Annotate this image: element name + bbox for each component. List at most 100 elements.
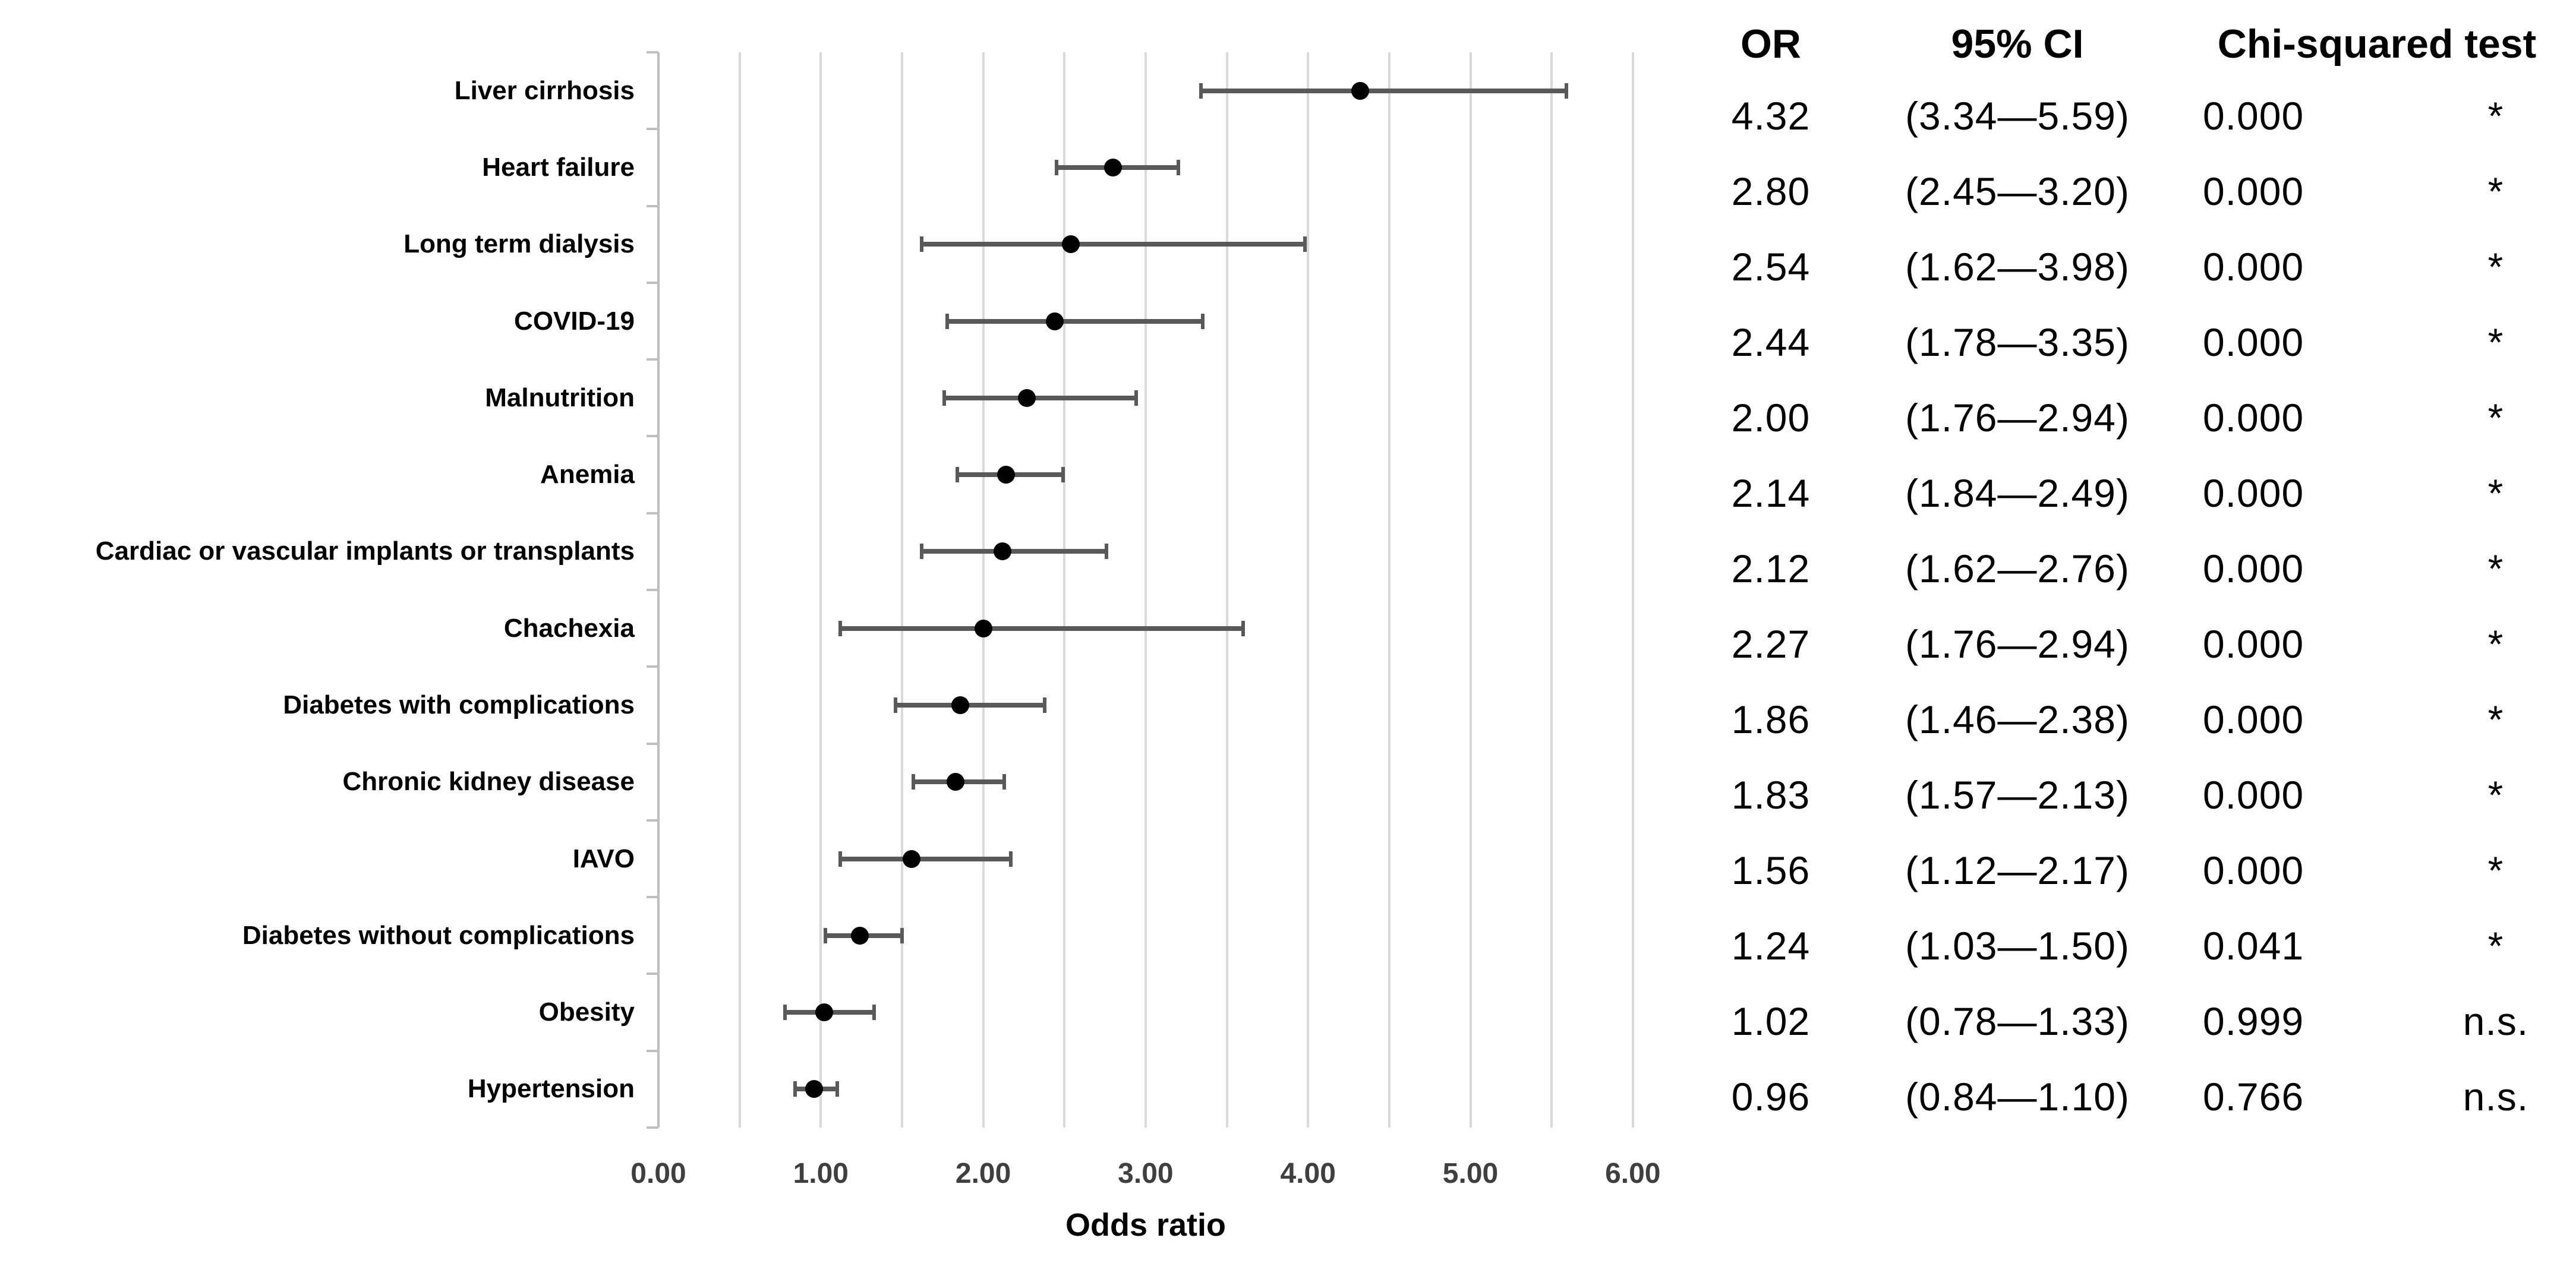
error-bar-cap-right	[1134, 390, 1138, 406]
error-bar	[947, 318, 1203, 324]
error-bar-cap-left	[824, 927, 828, 943]
table-ci-value: (1.03—1.50)	[1905, 924, 2130, 968]
col-header-or: OR	[1741, 21, 1801, 67]
table-chi-value: 0.000	[2203, 622, 2304, 666]
or-marker	[1104, 158, 1123, 176]
error-bar-cap-right	[1200, 313, 1205, 329]
error-bar-cap-right	[1043, 697, 1047, 713]
table-ci-value: (0.84—1.10)	[1905, 1075, 2130, 1119]
table-or-value: 2.44	[1731, 320, 1811, 364]
gridline	[1063, 52, 1066, 1128]
table-ci-value: (1.46—2.38)	[1905, 697, 2130, 741]
table-or-value: 1.86	[1731, 697, 1811, 741]
y-axis-tick	[647, 281, 658, 284]
or-marker	[994, 542, 1012, 561]
gridline	[1631, 52, 1634, 1128]
error-bar-cap-left	[955, 467, 959, 483]
table-sig-value: n.s.	[2463, 1075, 2529, 1119]
category-label: Obesity	[538, 997, 635, 1027]
table-or-value: 2.80	[1731, 169, 1811, 213]
table-chi-value: 0.000	[2203, 848, 2304, 892]
x-tick-label: 4.00	[1280, 1158, 1336, 1189]
error-bar-cap-left	[783, 1005, 787, 1021]
y-axis-tick	[647, 973, 658, 975]
table-sig-value: *	[2487, 848, 2504, 892]
y-axis-tick	[647, 896, 658, 899]
error-bar-cap-right	[1009, 851, 1013, 867]
table-ci-value: (1.57—2.13)	[1905, 773, 2130, 817]
y-axis-tick	[647, 665, 658, 668]
category-label: Chronic kidney disease	[342, 767, 635, 797]
error-bar	[840, 856, 1011, 861]
table-ci-value: (1.62—3.98)	[1905, 245, 2130, 289]
y-axis-tick	[647, 51, 658, 53]
error-bar-cap-right	[1061, 467, 1065, 483]
gridline	[1307, 52, 1310, 1128]
error-bar-cap-left	[919, 236, 923, 252]
table-chi-value: 0.000	[2203, 773, 2304, 817]
error-bar-cap-left	[912, 774, 916, 790]
category-label: Anemia	[540, 460, 635, 490]
table-ci-value: (1.84—2.49)	[1905, 471, 2130, 515]
table-chi-value: 0.041	[2203, 924, 2304, 968]
category-label: Chachexia	[503, 613, 635, 643]
table-chi-value: 0.000	[2203, 547, 2304, 591]
table-chi-value: 0.999	[2203, 999, 2304, 1043]
table-chi-value: 0.000	[2203, 396, 2304, 440]
error-bar-cap-right	[835, 1081, 839, 1097]
error-bar	[921, 242, 1305, 247]
error-bar-cap-right	[872, 1005, 876, 1021]
error-bar-cap-left	[1199, 83, 1203, 99]
error-bar-cap-right	[900, 927, 904, 943]
error-bar-cap-right	[1241, 620, 1245, 636]
table-ci-value: (1.62—2.76)	[1905, 547, 2130, 591]
table-or-value: 2.27	[1731, 622, 1811, 666]
y-axis-tick	[647, 1049, 658, 1052]
or-marker	[815, 1003, 833, 1022]
y-axis-tick	[647, 512, 658, 514]
category-label: Heart failure	[482, 152, 635, 182]
category-label: Cardiac or vascular implants or transpla…	[95, 536, 635, 566]
or-marker	[951, 696, 970, 714]
or-marker	[1045, 312, 1064, 330]
table-ci-value: (1.76—2.94)	[1905, 622, 2130, 666]
table-or-value: 2.00	[1731, 396, 1811, 440]
table-or-value: 1.83	[1731, 773, 1811, 817]
error-bar	[944, 395, 1136, 400]
y-axis-tick	[647, 128, 658, 131]
or-marker	[1351, 81, 1369, 100]
error-bar-cap-right	[1105, 544, 1109, 560]
error-bar	[840, 626, 1243, 631]
x-axis-title: Odds ratio	[1065, 1207, 1226, 1243]
table-sig-value: *	[2487, 169, 2504, 213]
error-bar-cap-left	[838, 851, 843, 867]
category-label: Liver cirrhosis	[454, 75, 635, 105]
error-bar-cap-right	[1303, 236, 1307, 252]
table-ci-value: (2.45—3.20)	[1905, 169, 2130, 213]
x-tick-label: 2.00	[955, 1158, 1011, 1189]
table-sig-value: *	[2487, 396, 2504, 440]
table-ci-value: (1.12—2.17)	[1905, 848, 2130, 892]
y-axis-tick	[647, 819, 658, 822]
category-label: Malnutrition	[485, 383, 635, 412]
gridline	[1144, 52, 1147, 1128]
table-sig-value: *	[2487, 697, 2504, 741]
or-marker	[1062, 235, 1080, 254]
table-ci-value: (3.34—5.59)	[1905, 94, 2130, 138]
x-tick-label: 1.00	[793, 1158, 849, 1189]
error-bar-cap-right	[1564, 83, 1568, 99]
y-axis-tick	[647, 742, 658, 745]
error-bar-cap-right	[1002, 774, 1007, 790]
or-marker	[997, 466, 1015, 484]
table-chi-value: 0.000	[2203, 471, 2304, 515]
y-axis-tick	[647, 204, 658, 207]
table-chi-value: 0.000	[2203, 94, 2304, 138]
gridline	[819, 52, 822, 1128]
error-bar-cap-left	[942, 390, 946, 406]
category-label: IAVO	[572, 844, 635, 873]
table-or-value: 1.56	[1731, 848, 1811, 892]
gridline	[1550, 52, 1553, 1128]
x-tick-label: 6.00	[1605, 1158, 1661, 1189]
gridline	[1388, 52, 1391, 1128]
